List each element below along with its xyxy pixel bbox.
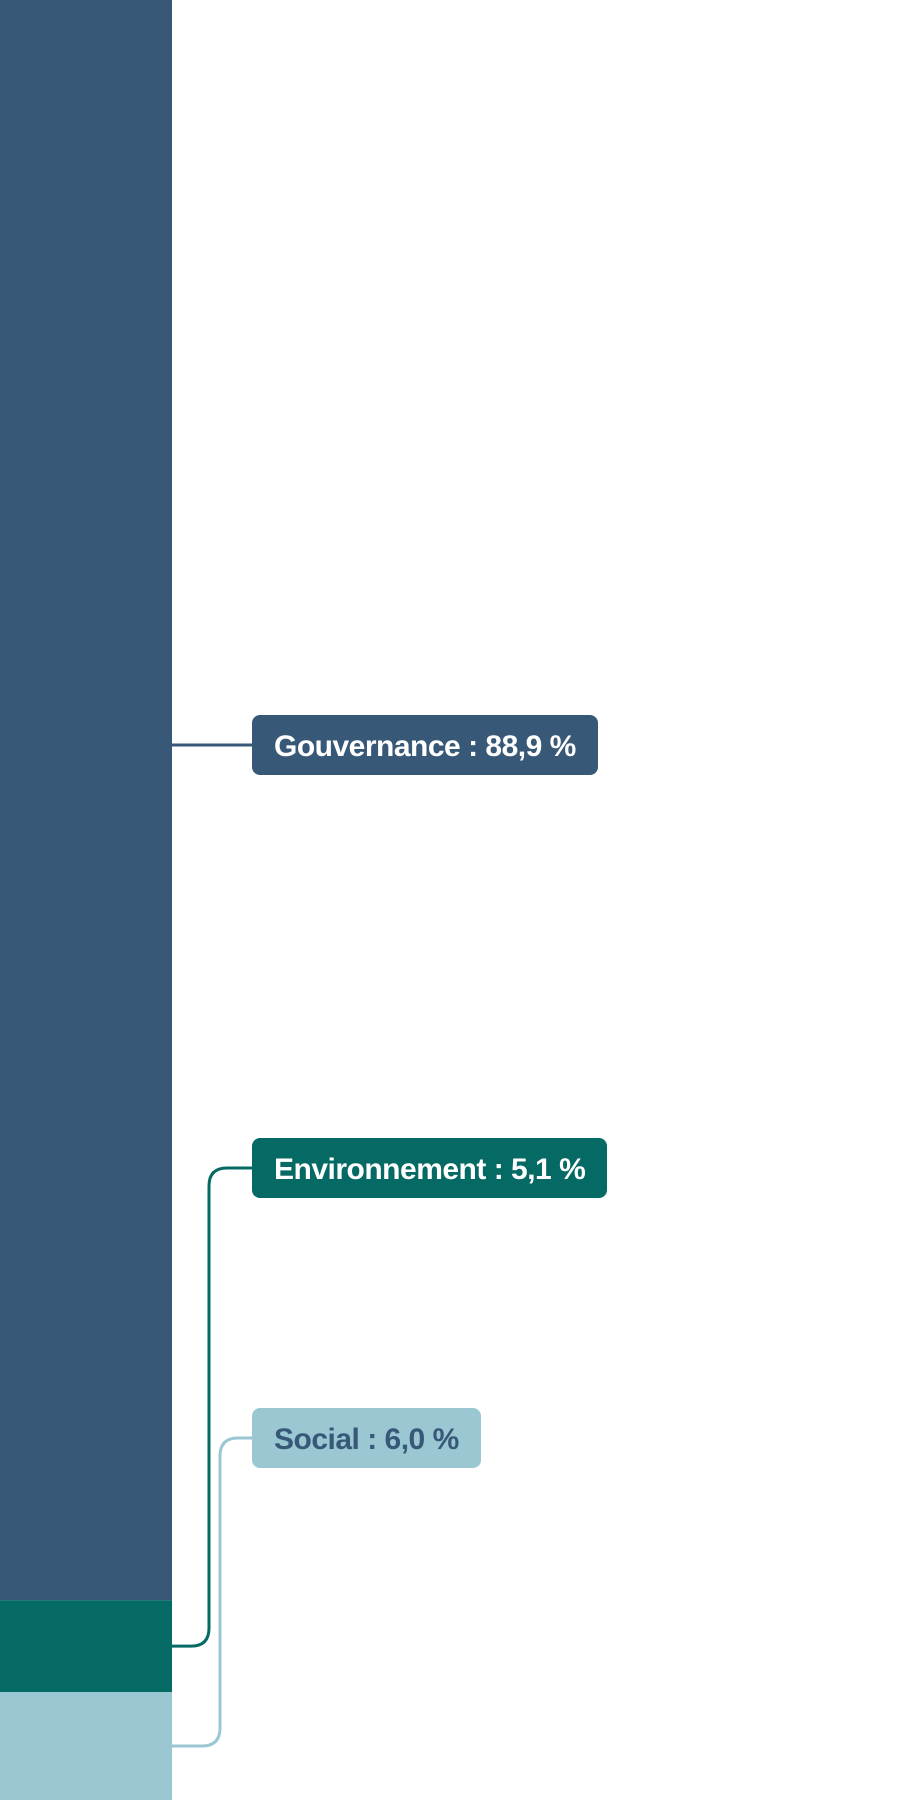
callout-social: Social : 6,0 % — [252, 1408, 481, 1468]
data-label-social: Social : 6,0 % — [274, 1423, 459, 1456]
callout-box-social — [252, 1408, 481, 1468]
bar-segment-gouvernance — [0, 0, 172, 1601]
callout-gouvernance: Gouvernance : 88,9 % — [252, 715, 598, 775]
bar-segment-environnement — [0, 1600, 172, 1692]
connector-social — [172, 1436, 252, 1748]
bar-segment-social — [0, 1692, 172, 1800]
connector-environnement — [172, 1166, 252, 1648]
callout-environnement: Environnement : 5,1 % — [252, 1138, 607, 1198]
callout-box-gouvernance — [252, 715, 598, 775]
callout-box-environnement — [252, 1138, 607, 1198]
data-label-environnement: Environnement : 5,1 % — [274, 1153, 585, 1186]
data-label-gouvernance: Gouvernance : 88,9 % — [274, 730, 576, 763]
